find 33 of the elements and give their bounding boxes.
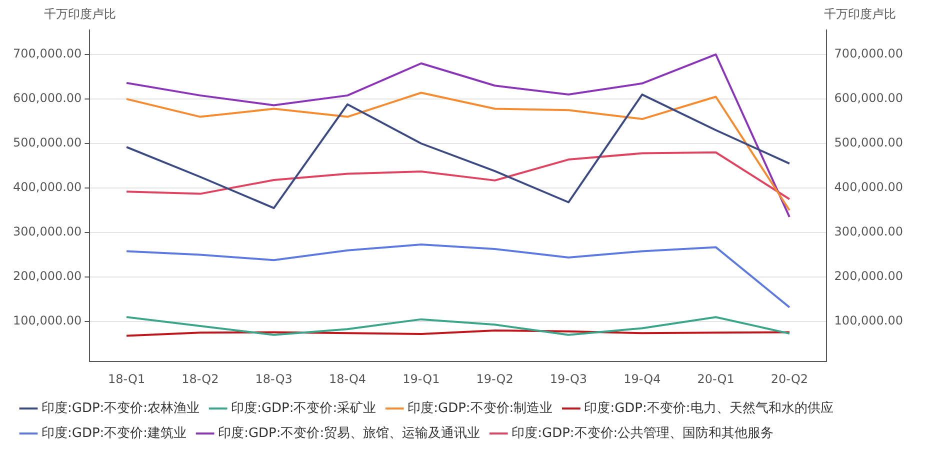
x-tick-label: 20-Q1 — [697, 372, 734, 386]
y2-tick-label: 700,000.00 — [834, 46, 904, 61]
y2-tick-label: 200,000.00 — [834, 269, 904, 284]
y2-axis-title: 千万印度卢比 — [824, 6, 896, 23]
x-tick-label: 18-Q2 — [182, 372, 219, 386]
x-tick-label: 18-Q1 — [108, 372, 146, 386]
x-tick-label: 19-Q2 — [476, 372, 514, 386]
legend-label: 印度:GDP:不变价:采矿业 — [231, 400, 376, 416]
y-axis-title: 千万印度卢比 — [44, 6, 116, 23]
x-tick-label: 19-Q4 — [624, 372, 661, 386]
x-tick-label: 19-Q1 — [402, 372, 440, 386]
legend-label: 印度:GDP:不变价:电力、天然气和水的供应 — [584, 400, 834, 416]
legend-label: 印度:GDP:不变价:公共管理、国防和其他服务 — [512, 424, 774, 441]
x-tick-label: 18-Q4 — [328, 372, 366, 386]
y-tick-label: 600,000.00 — [12, 91, 82, 106]
y2-tick-label: 500,000.00 — [834, 136, 904, 150]
legend-label: 印度:GDP:不变价:贸易、旅馆、运输及通讯业 — [218, 424, 480, 441]
y-tick-label: 700,000.00 — [12, 46, 82, 61]
y-tick-label: 100,000.00 — [12, 314, 82, 328]
y2-tick-label: 400,000.00 — [834, 180, 904, 194]
x-tick-label: 18-Q3 — [255, 372, 292, 386]
legend-label: 印度:GDP:不变价:建筑业 — [42, 424, 187, 441]
legend-label: 印度:GDP:不变价:农林渔业 — [42, 400, 200, 416]
x-tick-label: 19-Q3 — [550, 372, 588, 386]
legend-label: 印度:GDP:不变价:制造业 — [408, 400, 553, 416]
y2-tick-label: 600,000.00 — [834, 91, 904, 106]
y-tick-label: 200,000.00 — [12, 269, 82, 284]
y2-tick-label: 300,000.00 — [834, 224, 904, 239]
y-tick-label: 300,000.00 — [12, 224, 82, 239]
x-tick-label: 20-Q2 — [770, 372, 808, 386]
y-tick-label: 400,000.00 — [12, 180, 82, 194]
y2-tick-label: 100,000.00 — [834, 314, 904, 328]
y-tick-label: 500,000.00 — [12, 136, 82, 150]
